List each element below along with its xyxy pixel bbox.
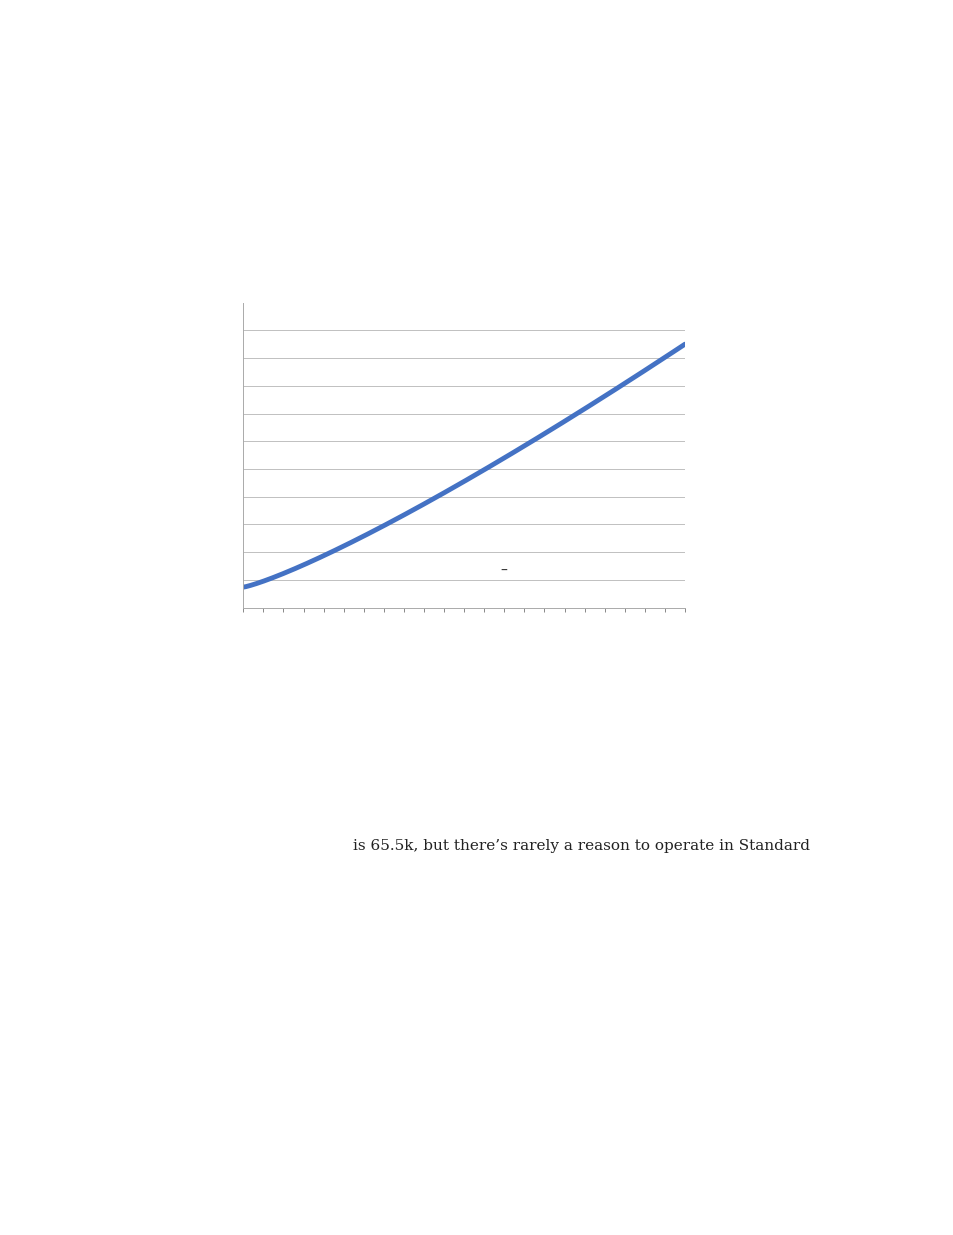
Text: is 65.5k, but there’s rarely a reason to operate in Standard: is 65.5k, but there’s rarely a reason to… bbox=[353, 839, 809, 853]
Text: –: – bbox=[499, 563, 507, 578]
